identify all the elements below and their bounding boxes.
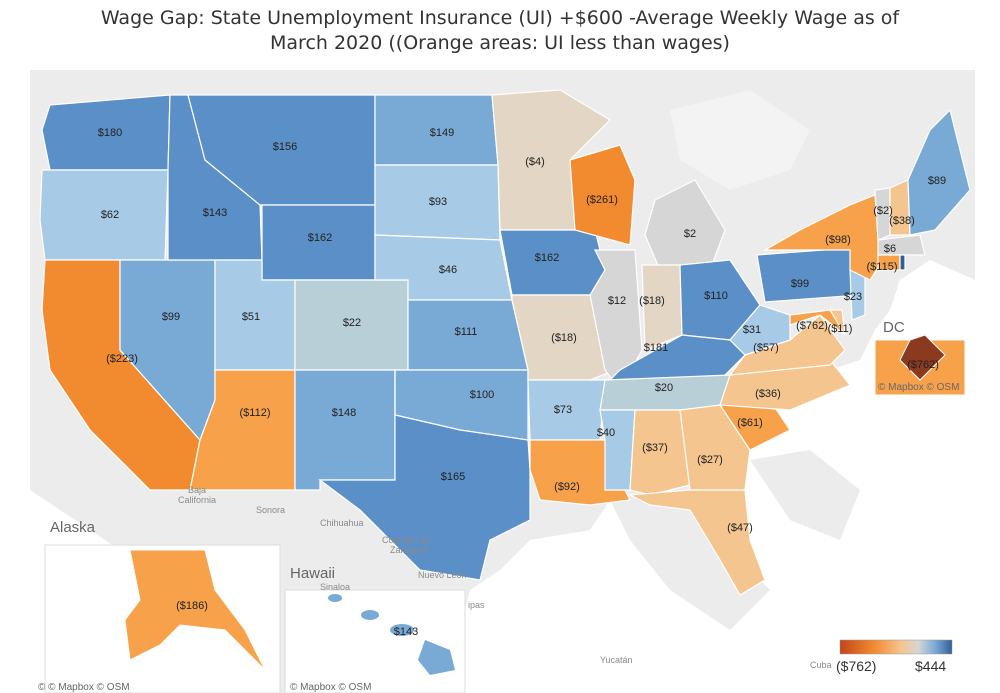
label-ID: $143 xyxy=(203,207,227,219)
place-sonora: Sonora xyxy=(256,505,285,515)
label-ME: $89 xyxy=(928,175,946,187)
label-CT: ($115) xyxy=(867,261,898,273)
label-MS: $40 xyxy=(597,427,615,439)
place-nuevo-leon: Nuevo León xyxy=(418,570,467,580)
label-DC: ($762) xyxy=(907,359,939,371)
label-AK: ($186) xyxy=(176,600,208,612)
label-NV: $99 xyxy=(162,311,180,323)
land-caribbean xyxy=(750,450,860,540)
label-GA: ($27) xyxy=(697,454,723,466)
label-TN: $20 xyxy=(655,382,673,394)
label-MA: $6 xyxy=(884,243,896,255)
legend-max-label: $444 xyxy=(915,658,947,674)
place-cuba: Cuba xyxy=(810,660,832,670)
place-zaragoza: Zaragoza xyxy=(390,545,428,555)
state-WI[interactable] xyxy=(569,144,636,246)
legend-gradient-bar xyxy=(839,639,953,655)
label-DE: ($11) xyxy=(828,323,853,335)
dc-title: DC xyxy=(883,319,905,336)
label-PA: $99 xyxy=(791,278,809,290)
state-MS[interactable] xyxy=(599,409,636,491)
legend-min-label: ($762) xyxy=(836,658,877,674)
dc-shape[interactable] xyxy=(899,334,946,381)
hawaii-island-maui[interactable] xyxy=(390,624,414,636)
place-chihuahua: Chihuahua xyxy=(320,518,364,528)
label-AR: $73 xyxy=(554,404,572,416)
title-line-1: Wage Gap: State Unemployment Insurance (… xyxy=(100,7,900,29)
hawaii-title: Hawaii xyxy=(290,565,335,582)
label-LA: ($92) xyxy=(554,481,580,493)
label-CA: ($223) xyxy=(106,353,138,365)
state-MA[interactable] xyxy=(877,234,926,256)
label-WV: $31 xyxy=(743,324,761,336)
state-AK[interactable] xyxy=(124,549,266,671)
chart-title: Wage Gap: State Unemployment Insurance (… xyxy=(0,6,1000,56)
label-IL: $12 xyxy=(608,295,626,307)
state-RI[interactable] xyxy=(899,254,906,271)
state-MD[interactable] xyxy=(789,309,846,336)
state-WV[interactable] xyxy=(729,304,791,356)
label-OR: $62 xyxy=(101,209,119,221)
place-tamaulipas: ipas xyxy=(468,600,485,610)
place-baja-california: California xyxy=(178,495,216,505)
label-MD: ($762) xyxy=(796,320,828,332)
hawaii-island-big[interactable] xyxy=(418,640,455,675)
label-ND: $149 xyxy=(430,127,454,139)
label-WA: $180 xyxy=(98,127,122,139)
label-NE: $46 xyxy=(439,264,457,276)
label-NH: ($38) xyxy=(889,215,915,227)
label-CO: $22 xyxy=(343,317,361,329)
label-UT: $51 xyxy=(242,311,260,323)
hawaii-inset xyxy=(284,589,466,693)
label-NJ: $23 xyxy=(844,291,862,303)
state-NM[interactable] xyxy=(294,369,396,491)
label-IA: $162 xyxy=(535,252,559,264)
label-AZ: ($112) xyxy=(240,407,271,419)
label-KS: $111 xyxy=(455,326,478,338)
hawaii-island-kauai[interactable] xyxy=(328,594,342,602)
state-DE[interactable] xyxy=(828,309,846,336)
label-WI: ($261) xyxy=(586,194,618,206)
title-line-2: March 2020 ((Orange areas: UI less than … xyxy=(270,32,730,54)
alaska-title: Alaska xyxy=(50,519,96,536)
state-IN[interactable] xyxy=(641,264,683,351)
label-HI: $143 xyxy=(394,626,418,638)
place-baja: Baja xyxy=(188,485,206,495)
dc-credit: © Mapbox © OSM xyxy=(878,382,959,393)
label-OH: $110 xyxy=(704,290,728,302)
label-SD: $93 xyxy=(429,196,447,208)
great-lakes-region xyxy=(670,90,810,190)
label-KY: $181 xyxy=(644,342,668,354)
label-NM: $148 xyxy=(332,407,356,419)
label-MN: ($4) xyxy=(525,156,545,168)
label-NY: ($98) xyxy=(825,234,851,246)
label-FL: ($47) xyxy=(727,522,753,534)
label-VT: ($2) xyxy=(873,205,893,217)
place-yucatan: Yucatán xyxy=(600,655,633,665)
state-AL[interactable] xyxy=(629,409,691,496)
place-sinaloa: Sinaloa xyxy=(320,582,350,592)
state-FL[interactable] xyxy=(627,489,766,596)
place-coahuila: Coahuila de xyxy=(382,535,430,545)
label-VA: ($57) xyxy=(753,342,779,354)
state-GA[interactable] xyxy=(679,404,751,491)
label-WY: $162 xyxy=(308,232,332,244)
label-NC: ($36) xyxy=(755,388,781,400)
hawaii-credit: © Mapbox © OSM xyxy=(290,682,371,693)
label-MI: $2 xyxy=(684,228,696,240)
label-MO: ($18) xyxy=(551,332,577,344)
label-MT: $156 xyxy=(273,141,297,153)
choropleth-map[interactable]: $180 $62 $143 $156 $162 $149 $93 $46 ($4… xyxy=(30,70,975,693)
label-TX: $165 xyxy=(441,471,465,483)
alaska-credit: © © Mapbox © OSM xyxy=(38,682,130,693)
hawaii-island-oahu[interactable] xyxy=(361,610,379,620)
state-ME[interactable] xyxy=(907,108,971,236)
label-OK: $100 xyxy=(470,389,494,401)
label-SC: ($61) xyxy=(737,417,763,429)
state-TX[interactable] xyxy=(318,370,531,581)
label-AL: ($37) xyxy=(642,442,668,454)
label-IN: ($18) xyxy=(639,295,665,307)
